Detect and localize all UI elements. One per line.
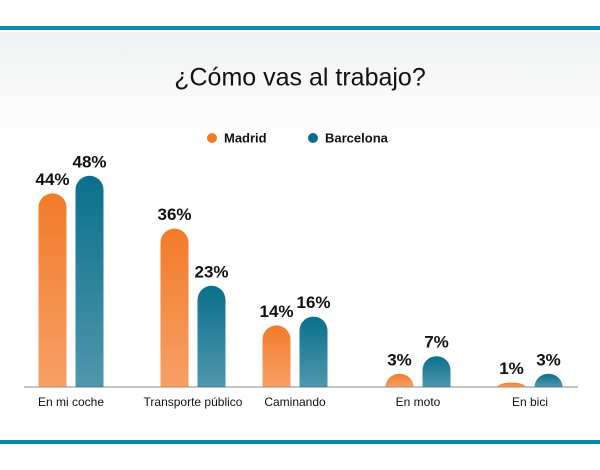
bar <box>497 382 526 387</box>
bar <box>262 325 291 387</box>
x-tick-label: En mi coche <box>38 395 104 409</box>
bar <box>197 285 226 387</box>
top-rule <box>0 26 600 30</box>
x-tick-label: En moto <box>396 395 441 409</box>
legend-label: Madrid <box>224 130 267 145</box>
value-label: 48% <box>72 152 106 171</box>
legend-swatch <box>308 133 318 143</box>
x-tick-label: En bici <box>512 395 548 409</box>
value-label: 3% <box>387 350 412 369</box>
value-label: 16% <box>296 293 330 312</box>
value-label: 3% <box>536 350 561 369</box>
x-tick-label: Transporte público <box>144 395 243 409</box>
value-label: 14% <box>259 302 293 321</box>
bar <box>75 175 104 387</box>
bar <box>534 373 563 387</box>
bar <box>422 356 451 387</box>
bar <box>385 373 414 387</box>
x-tick-label: Caminando <box>264 395 326 409</box>
legend-swatch <box>207 133 217 143</box>
bar <box>299 316 328 387</box>
bar <box>38 193 67 387</box>
value-label: 44% <box>35 170 69 189</box>
value-label: 23% <box>194 262 228 281</box>
bottom-rule <box>0 440 600 444</box>
value-label: 7% <box>424 333 449 352</box>
bar <box>160 228 189 387</box>
chart-title: ¿Cómo vas al trabajo? <box>174 64 426 92</box>
value-label: 1% <box>499 359 524 378</box>
header-band <box>0 32 600 142</box>
value-label: 36% <box>157 205 191 224</box>
legend-label: Barcelona <box>325 130 389 145</box>
